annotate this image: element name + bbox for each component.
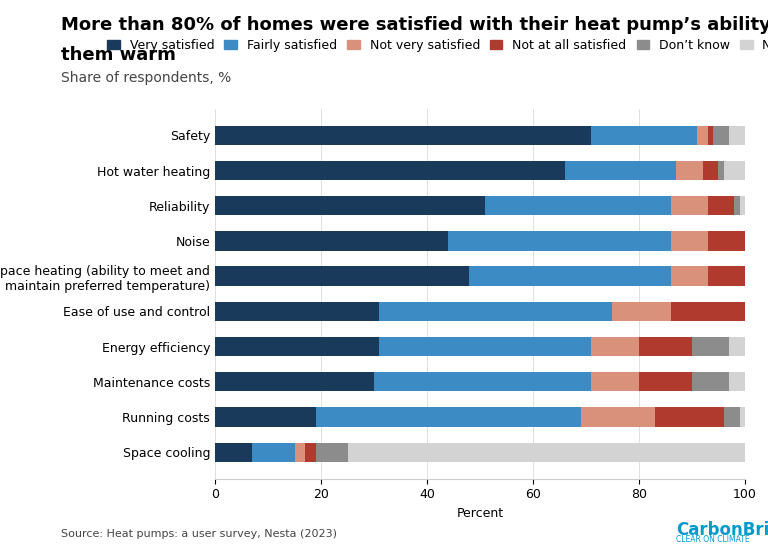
Bar [564,161,676,180]
Bar [215,372,374,392]
Bar [591,126,697,145]
Bar [347,442,745,462]
Bar [581,407,655,426]
Bar [379,302,613,321]
Text: CLEAR ON CLIMATE: CLEAR ON CLIMATE [676,535,750,544]
Text: More than 80% of homes were satisfied with their heat pump’s ability to keep: More than 80% of homes were satisfied wi… [61,16,768,34]
Bar [215,442,252,462]
Bar [469,267,670,286]
Bar [670,196,708,215]
Bar [215,407,316,426]
Bar [740,407,745,426]
Bar [215,161,564,180]
Bar [708,196,734,215]
Bar [215,231,449,251]
Bar [676,161,703,180]
Bar [374,372,591,392]
Bar [670,302,745,321]
Legend: Very satisfied, Fairly satisfied, Not very satisfied, Not at all satisfied, Don’: Very satisfied, Fairly satisfied, Not ve… [102,34,768,57]
Bar [723,161,745,180]
Bar [379,337,591,356]
Bar [591,337,639,356]
Bar [703,161,719,180]
Text: them warm: them warm [61,46,177,64]
Bar [734,196,740,215]
Bar [215,337,379,356]
Bar [655,407,723,426]
Bar [708,231,745,251]
X-axis label: Percent: Percent [456,507,504,520]
Bar [613,302,670,321]
Bar [692,372,729,392]
Bar [719,161,723,180]
Bar [729,126,745,145]
Bar [305,442,316,462]
Bar [215,302,379,321]
Bar [708,126,713,145]
Bar [708,267,745,286]
Text: Source: Heat pumps: a user survey, Nesta (2023): Source: Heat pumps: a user survey, Nesta… [61,529,337,539]
Bar [692,337,729,356]
Bar [485,196,670,215]
Bar [215,126,591,145]
Bar [670,231,708,251]
Bar [729,337,745,356]
Bar [697,126,708,145]
Bar [316,407,581,426]
Bar [295,442,305,462]
Bar [740,196,745,215]
Bar [639,337,692,356]
Bar [252,442,295,462]
Text: CarbonBrief: CarbonBrief [676,521,768,539]
Bar [215,267,469,286]
Bar [316,442,347,462]
Text: Share of respondents, %: Share of respondents, % [61,71,232,85]
Bar [449,231,670,251]
Bar [670,267,708,286]
Bar [215,196,485,215]
Bar [723,407,740,426]
Bar [591,372,639,392]
Bar [713,126,729,145]
Bar [639,372,692,392]
Bar [729,372,745,392]
